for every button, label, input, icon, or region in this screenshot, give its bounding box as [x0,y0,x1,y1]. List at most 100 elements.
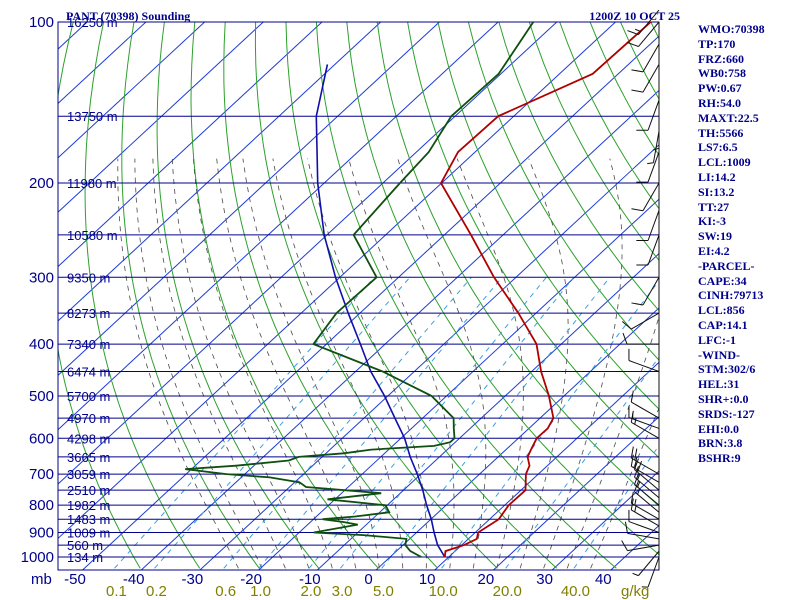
stability-index: STM:302/6 [698,362,756,377]
stability-index: EI:4.2 [698,243,730,258]
pressure-label: 700 [29,466,54,483]
pressure-label: 500 [29,388,54,405]
stability-indices-panel: WMO:70398 TP:170 FRZ:660 WB0:758 PW:0.67 RH:5… [698,22,798,466]
height-label: 1982 m [67,498,110,513]
dry-adiabat-line [223,22,439,569]
stability-index: LCL:856 [698,303,745,318]
wind-barb-shaft [631,465,660,483]
isotherm-line [58,22,558,485]
wind-barb [647,131,660,165]
mixing-ratio-line [154,276,411,569]
wind-barb-shaft [628,521,660,533]
wind-barb-half-feather [634,418,637,425]
height-label: 134 m [67,550,103,565]
moist-adiabat-line [242,158,380,569]
stability-index: CAP:14.1 [698,317,748,332]
stability-index: SI:13.2 [698,184,735,199]
height-label: 6474 m [67,364,110,379]
sounding-profiles [185,22,652,558]
wind-barb-feather [631,302,644,306]
wind-barb-feather [621,540,628,551]
temperature-tick-label: -50 [64,571,86,588]
wind-barb [632,550,660,577]
height-label: 9350 m [67,270,110,285]
moist-adiabat-line [566,315,659,569]
height-label: 13750 m [67,109,118,124]
stability-index: PW:0.67 [698,81,742,96]
stability-index: EHI:0.0 [698,421,740,436]
mixing-ratio-lines [114,276,659,569]
wind-barb [636,151,660,183]
moist-adiabat-line [272,158,404,569]
mixing-ratio-line [381,276,611,569]
stability-index: BSHR:9 [698,451,741,466]
wind-barb [636,234,660,266]
wind-barb-half-feather [652,147,660,151]
height-label: 4298 m [67,431,110,446]
mixing-ratio-tick-label: 0.2 [146,583,167,600]
isotherm-line [58,22,499,431]
wind-barb-shaft [642,64,660,93]
wind-barb-shaft [638,550,660,576]
wind-barb [631,182,660,212]
wind-barb-shaft [627,544,660,552]
wind-barb [627,21,660,47]
mixing-ratio-tick-label: 3.0 [332,583,353,600]
stability-index: -WIND- [698,347,740,362]
wind-barb-feather [631,89,644,93]
isotherm-line [58,22,440,376]
wind-barb-shaft [634,484,660,506]
isotherm-line [551,470,659,570]
wind-barb-shaft [634,469,660,491]
temperature-line [439,22,652,558]
wind-barb-shaft [627,532,660,540]
stability-index: KI:-3 [698,214,726,229]
wind-barb-shaft [642,182,660,212]
wind-barbs [621,9,660,588]
mixing-ratio-line [223,276,472,569]
wind-barb [636,100,660,131]
pressure-unit-label: mb [31,571,52,588]
wind-barb-feather [622,332,628,345]
wind-barb-shaft [634,476,660,499]
wind-barb [652,116,660,151]
stability-index: CAPE:34 [698,273,747,288]
temperature-tick-label: 40 [595,571,612,588]
wind-barb [622,332,659,345]
stability-index: SRDS:-127 [698,406,755,421]
height-label: 8273 m [67,306,110,321]
dry-adiabat-line [376,22,659,507]
pressure-label: 1000 [21,549,54,566]
dry-adiabat-line [190,22,379,569]
mixing-ratio-tick-label: 5.0 [373,583,394,600]
isotherm-line [375,307,659,570]
stability-index: HEL:31 [698,377,740,392]
dry-adiabat-line [84,22,201,569]
wind-barb-half-feather [634,28,642,32]
station-title: PANT (70398) Sounding [66,9,190,23]
wind-barb-shaft [628,417,660,429]
isotherm-line [316,252,659,570]
wind-barb [624,521,660,540]
pressure-label: 600 [29,430,54,447]
wind-barb-feather [631,69,644,73]
wind-barb-shaft [631,509,660,527]
dry-adiabat-line [254,22,498,569]
wind-barb-feather [631,208,644,212]
wind-barb [630,446,660,475]
sounding-time: 1200Z 10 OCT 25 [589,9,680,23]
height-label: 3059 m [67,467,110,482]
moist-adiabat-line [543,158,623,569]
isotherm-line [81,35,659,570]
height-label: 1483 m [67,512,110,527]
wind-barb-shaft [642,277,660,306]
mixing-ratio-tick-label: 2.0 [300,583,321,600]
wind-barb-shaft [634,491,660,513]
stability-index: SW:19 [698,229,733,244]
wind-barb [627,9,660,36]
wind-barb [631,277,660,306]
stability-index: -PARCEL- [698,258,755,273]
wind-barb-feather [622,321,632,330]
wind-barb-shaft [631,401,660,419]
